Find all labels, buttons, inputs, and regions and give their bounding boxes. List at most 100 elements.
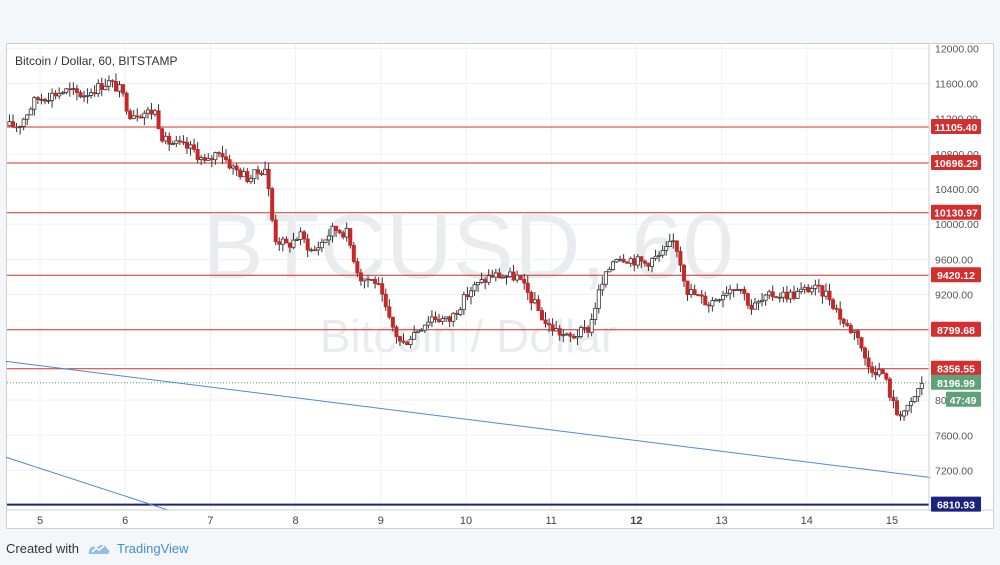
candle-body — [802, 286, 807, 290]
price-axis[interactable]: 12000.0011600.0011200.0010800.0010400.00… — [935, 43, 979, 477]
x-tick-label: 10 — [460, 515, 472, 527]
footer-brand-link[interactable]: TradingView — [116, 540, 189, 556]
candle-body — [177, 140, 182, 143]
candle-body — [760, 299, 765, 302]
price-level-label-bg — [931, 360, 981, 376]
candle-body — [383, 293, 388, 308]
candle-body — [699, 294, 704, 297]
candle-body — [440, 318, 445, 322]
candle-body — [738, 288, 743, 291]
candle-body — [500, 276, 505, 279]
candle-body — [696, 294, 701, 297]
price-level-label-bg — [931, 267, 981, 283]
candle-body — [195, 149, 200, 160]
candle-body — [912, 396, 917, 402]
tradingview-logo-icon[interactable] — [87, 541, 111, 555]
candle-body — [334, 225, 339, 231]
candle-body — [618, 258, 623, 261]
x-tick-label: 13 — [715, 515, 727, 527]
candle-body — [121, 84, 126, 94]
price-level-label: 9420.12 — [937, 270, 975, 282]
candle-body — [781, 291, 786, 298]
candle-body — [515, 274, 520, 281]
candle-body — [71, 88, 76, 91]
candle-body — [74, 88, 79, 93]
candle-body — [57, 93, 62, 97]
candle-body — [451, 312, 456, 322]
candle-body — [532, 299, 537, 304]
candle-body — [280, 238, 285, 245]
countdown-bg — [946, 391, 981, 407]
price-badges: 11105.40 10696.29 10130.97 9420.12 8799.68 83… — [931, 119, 981, 512]
candle-body — [887, 378, 892, 398]
support-level-label-bg — [931, 496, 981, 512]
candle-body — [568, 333, 573, 337]
candle-body — [681, 264, 686, 282]
time-axis[interactable]: 5 6 7 8 9 10 11 12 13 14 15 — [37, 515, 898, 527]
candle-body — [216, 152, 221, 154]
candle-body — [561, 334, 566, 337]
candle-body — [82, 95, 87, 98]
candle-body — [437, 319, 442, 322]
candle-body — [536, 299, 541, 311]
countdown-label: 47:49 — [950, 395, 977, 407]
candle-body — [600, 283, 605, 291]
y-tick-label: 7600.00 — [935, 430, 973, 442]
candle-body — [18, 126, 23, 128]
candle-body — [571, 335, 576, 339]
candle-body — [99, 83, 104, 90]
candle-body — [138, 116, 143, 119]
candle-body — [884, 373, 889, 380]
candle-body — [706, 304, 711, 307]
candle-body — [589, 319, 594, 333]
candle-body — [305, 238, 310, 251]
candle-body — [224, 156, 229, 161]
chart-title: Bitcoin / Dollar, 60, BITSTAMP — [15, 54, 178, 68]
candle-body — [650, 258, 655, 267]
candle-body — [128, 110, 133, 119]
candle-body — [28, 108, 33, 116]
candle-body — [660, 250, 665, 256]
candle-body — [603, 271, 608, 285]
candle-body — [635, 256, 640, 266]
candle-body — [731, 289, 736, 292]
candle-body — [199, 157, 204, 160]
x-tick-label: 7 — [207, 515, 213, 527]
candle-body — [167, 135, 172, 145]
candle-body — [32, 97, 37, 110]
price-level-label: 8799.68 — [937, 325, 975, 337]
candle-body — [255, 169, 260, 174]
candle-body — [295, 239, 300, 241]
candle-body — [493, 272, 498, 278]
x-tick-label: 6 — [122, 515, 128, 527]
watermark-symbol: BTCUSD, 60 — [202, 196, 734, 298]
candle-body — [96, 83, 101, 95]
x-tick-label: 11 — [545, 515, 556, 527]
x-tick-label: 8 — [293, 515, 299, 527]
candle-body — [209, 158, 214, 161]
candle-body — [160, 128, 165, 142]
candle-body — [866, 357, 871, 368]
candle-body — [202, 157, 207, 161]
candle-body — [277, 241, 282, 245]
candle-body — [124, 92, 129, 112]
candle-body — [316, 247, 321, 251]
candle-body — [412, 332, 417, 340]
price-level-label-bg — [931, 321, 981, 337]
trend-line — [5, 360, 931, 478]
x-tick-label: 15 — [886, 515, 898, 527]
candle-body — [231, 165, 236, 169]
last-price-label: 8196.99 — [937, 378, 975, 390]
candle-body — [525, 282, 530, 293]
candle-body — [188, 144, 193, 149]
candle-body — [508, 271, 513, 277]
candle-body — [42, 98, 47, 102]
candle-body — [25, 114, 30, 120]
candle-body — [838, 308, 843, 320]
candle-body — [497, 272, 502, 279]
candle-body — [770, 291, 775, 298]
candle-body — [898, 414, 903, 417]
candle-body — [227, 159, 232, 169]
price-level-label: 11105.40 — [935, 122, 978, 134]
